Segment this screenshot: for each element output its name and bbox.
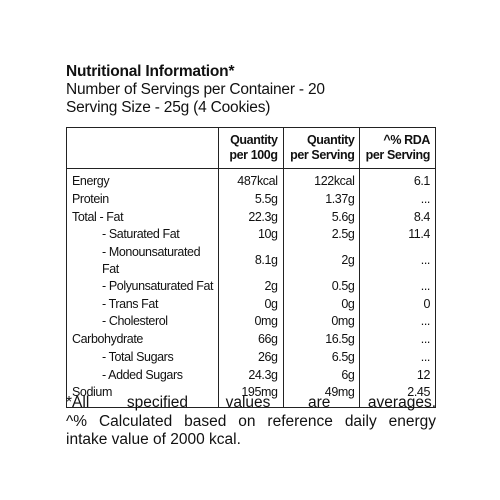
table-row: Sodium 195mg 49mg 2.45 [67,383,436,408]
cell-value: 0mg [282,313,360,331]
cell-value: 8.1g [218,243,284,278]
row-label: Sodium [72,385,112,400]
row-label: - Saturated Fat [102,227,180,242]
cell-value: 0.5g [282,277,360,296]
cell-value: 0mg [218,313,284,331]
row-label: - Added Sugars [102,367,183,382]
cell-value: 26g [218,348,284,367]
cell-value: 6g [282,366,360,384]
table-row: - Trans Fat 0g 0g 0 [67,295,436,314]
row-label: - Polyunsaturated Fat [102,279,214,294]
table-row: Carbohydrate 66g 16.5g... [67,330,436,349]
cell-value: 22.3g [218,208,284,227]
table-row: Total - Fat 22.3g 5.6g 8.4 [67,208,436,227]
row-label: - Cholesterol [102,314,168,329]
serving-size: Serving Size - 25g (4 Cookies) [66,99,271,116]
cell-value: 6.5g [282,348,360,367]
cell-value: ... [359,243,436,278]
header-row: Quantity per 100g Quantity per Serving ^% … [66,127,436,169]
cell-value: 11.4 [359,226,436,244]
footnote: ^% Calculated based on reference daily e… [66,412,436,449]
cell-value: 66g [218,330,284,349]
cell-value: ... [359,348,436,367]
cell-value: 49mg [282,383,360,408]
servings: Number of Servings per Container - 20 [66,81,325,98]
cell-value: 6.1 [359,168,436,191]
row-label: - Trans Fat [102,296,159,311]
column-header: Quantity per Serving [282,127,360,169]
cell-value: 195mg [218,383,284,408]
table-row: - Polyunsaturated Fat 2g 0.5g... [67,277,436,296]
cell-value: 2.45 [359,383,436,408]
row-label: Carbohydrate [72,332,143,347]
cell-value: 24.3g [218,366,284,384]
cell-value: ... [359,190,436,209]
row-label: - Monounsaturated Fat [102,244,201,276]
table-row: Protein 5.5g 1.37g... [67,190,436,209]
cell-value: 5.5g [218,190,284,209]
table-row: Energy 487kcal 122kcal 6.1 [67,168,436,191]
cell-value: 0g [218,295,284,314]
footnote: *All specified values are averages. [66,394,436,411]
table-row: - Saturated Fat 10g 2.5g 11.4 [67,226,436,244]
row-label: Total - Fat [72,209,124,224]
cell-value: 0g [282,295,360,314]
cell-value: ... [359,313,436,331]
cell-value: 16.5g [282,330,360,349]
blank-header [66,127,219,169]
column-header: ^% RDA per Serving [359,127,436,169]
title: Nutritional Information* [66,63,235,80]
cell-value: 5.6g [282,208,360,227]
row-label: Protein [72,192,109,207]
footnotes: *All specified values are averages. ^% Ca… [66,394,436,450]
column-header: Quantity per 100g [218,127,284,169]
cell-value: 487kcal [218,168,284,191]
cell-value: 10g [218,226,284,244]
table-row: - Added Sugars 24.3g 6g 12 [67,366,436,384]
cell-value: 122kcal [282,168,360,191]
cell-value: ... [359,277,436,296]
row-label: Energy [72,174,110,189]
cell-value: ... [359,330,436,349]
cell-value: 2g [282,243,360,278]
nutrition-table: Quantity per 100g Quantity per Serving ^% … [66,127,436,408]
cell-value: 8.4 [359,208,436,227]
table-body: Energy 487kcal 122kcal 6.1 Protein 5.5g 1.37g.… [67,168,436,408]
table-row: - Cholesterol 0mg 0mg... [67,313,436,331]
cell-value: 2g [218,277,284,296]
cell-value: 0 [359,295,436,314]
row-label: - Total Sugars [102,349,174,364]
cell-value: 2.5g [282,226,360,244]
cell-value: 1.37g [282,190,360,209]
table-row: - Monounsaturated Fat 8.1g 2g... [67,243,436,278]
table-row: - Total Sugars 26g 6.5g... [67,348,436,367]
cell-value: 12 [359,366,436,384]
